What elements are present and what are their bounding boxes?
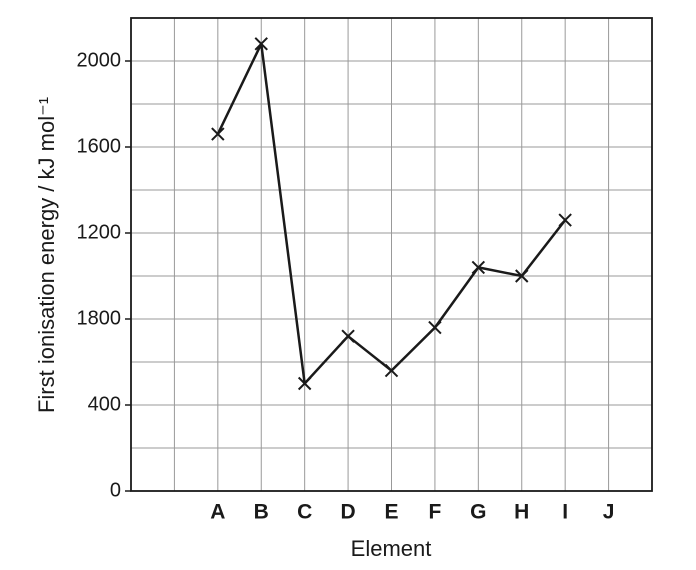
y-tick-label: 1200 — [77, 221, 122, 243]
marker — [558, 213, 572, 227]
marker — [428, 320, 442, 335]
y-axis-label: First ionisation energy / kJ mol⁻¹ — [34, 97, 59, 413]
marker — [471, 260, 486, 275]
marker — [297, 376, 312, 391]
y-tick-label: 1800 — [77, 307, 122, 329]
x-tick-label: A — [210, 501, 225, 524]
x-tick-label: H — [514, 501, 529, 524]
x-tick-label: J — [603, 501, 615, 524]
x-axis-label: Element — [351, 536, 432, 561]
marker — [211, 127, 225, 141]
y-tick-label: 0 — [110, 479, 121, 501]
x-tick-label: G — [470, 501, 486, 524]
plot-frame — [130, 17, 653, 492]
y-tick-label: 1600 — [77, 135, 122, 157]
y-tick-label: 2000 — [77, 49, 122, 71]
x-tick-label: E — [384, 501, 398, 524]
marker — [384, 363, 399, 378]
x-tick-label: C — [297, 501, 312, 524]
marker — [515, 269, 529, 283]
marker — [254, 37, 268, 51]
x-tick-label: B — [254, 501, 269, 524]
y-tick-label: 400 — [88, 393, 121, 415]
x-tick-label: F — [429, 501, 442, 524]
marker — [341, 329, 355, 343]
x-tick-label: I — [562, 501, 568, 524]
x-tick-label: D — [340, 501, 355, 524]
